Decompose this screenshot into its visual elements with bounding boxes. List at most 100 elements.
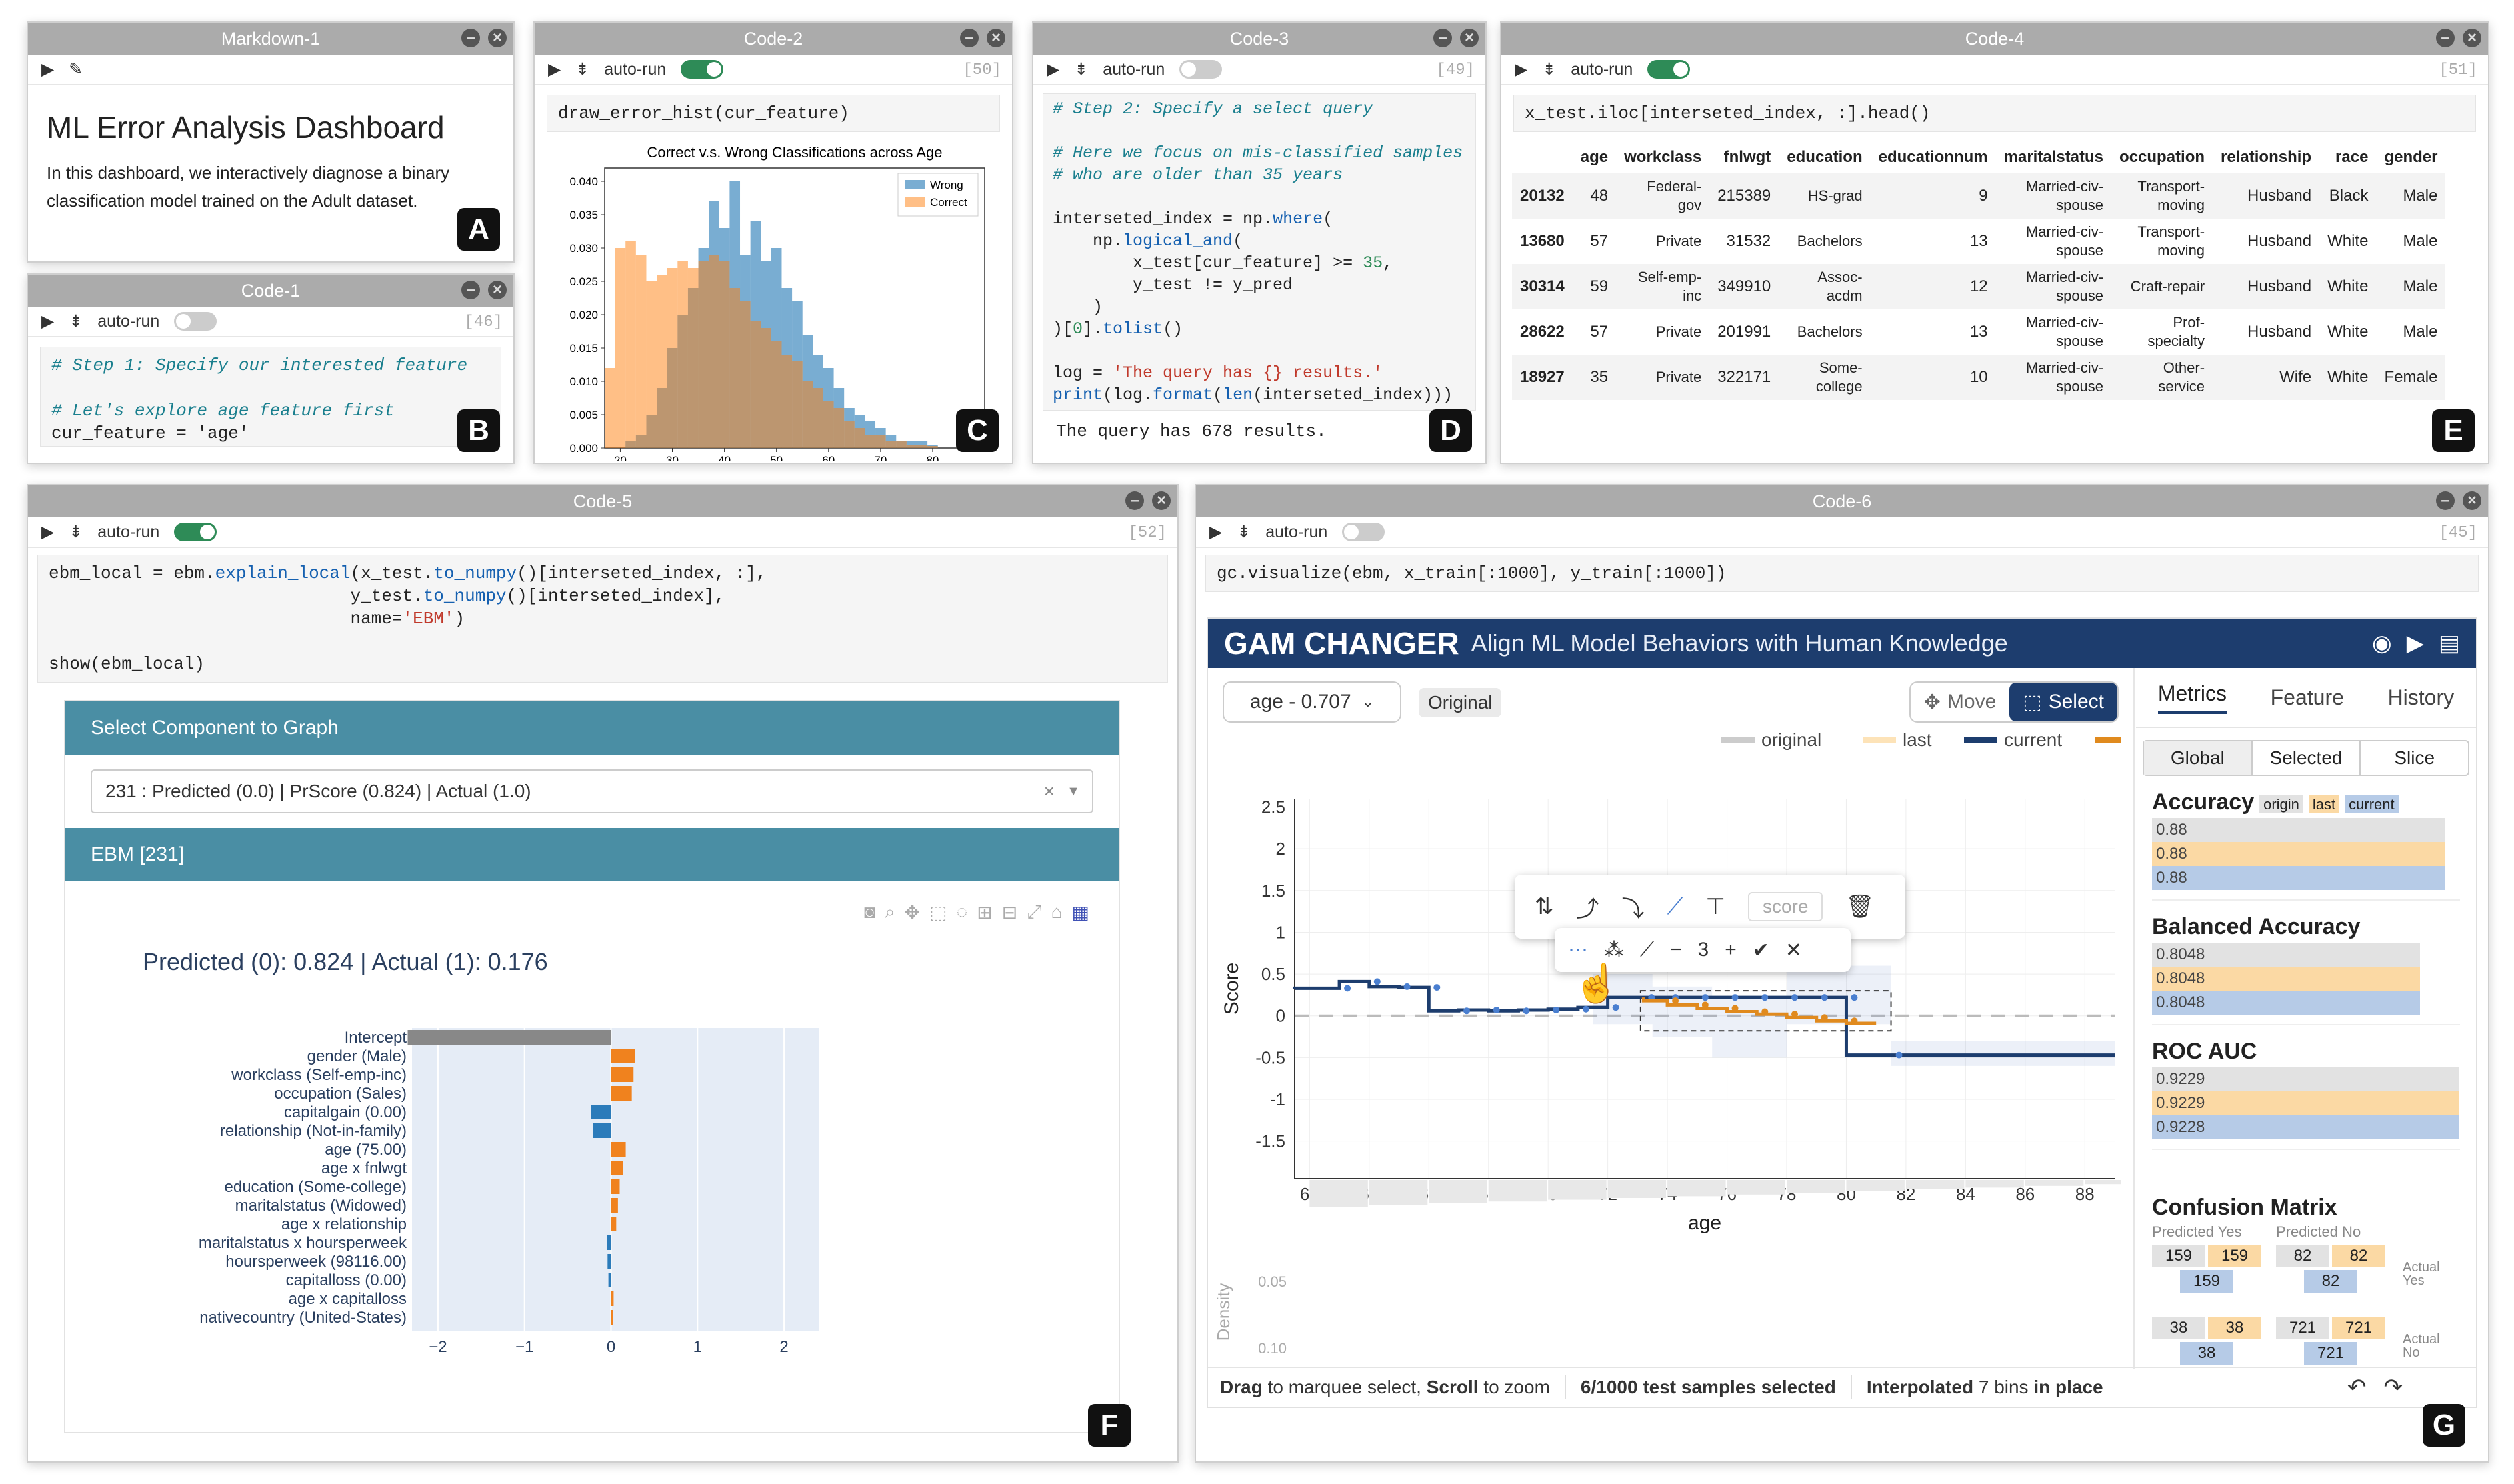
edit-icon[interactable]: ✎ [69,60,83,79]
x-tick-label: 88 [2075,1184,2095,1204]
density-bar [1488,1180,1547,1202]
cell-title-bar[interactable]: Code-5 – × [28,485,1177,517]
increasing-icon[interactable]: ⤴ [1576,896,1599,922]
chevron-down-icon[interactable]: ▼ [1067,784,1080,799]
autorun-toggle[interactable] [1179,60,1223,79]
close-icon[interactable]: × [1460,29,1479,47]
close-icon[interactable]: × [2463,491,2481,510]
youtube-icon[interactable]: ▶ [2406,631,2424,656]
merge-icon[interactable]: ⊤ [1705,894,1725,919]
pdf-icon[interactable]: ▤ [2438,631,2460,656]
autorun-icon: ⇟ [1542,60,1557,79]
minimize-icon[interactable]: – [1125,491,1144,510]
move-button[interactable]: ✥ Move [1911,683,2009,721]
score-input[interactable]: score [1747,892,1823,921]
camera-icon[interactable]: ◙ [864,901,875,922]
code-editor[interactable]: # Step 2: Specify a select query # Here … [1043,93,1476,411]
interp-bins-icon[interactable]: ⁂ [1604,939,1624,961]
minimize-icon[interactable]: – [2436,491,2455,510]
zoom-out-icon[interactable]: ⊟ [1001,902,1018,923]
align-icon[interactable]: ⇅ [1535,894,1554,919]
run-icon[interactable]: ▶ [41,60,55,79]
decrement-button[interactable]: − [1670,939,1682,961]
cell-title: Code-2 [743,28,803,49]
run-icon[interactable]: ▶ [41,312,55,331]
dropdown-value: 231 : Predicted (0.0) | PrScore (0.824) … [105,781,531,801]
cell-title-bar[interactable]: Markdown-1 – × [28,23,513,55]
zoom-icon[interactable]: ⌕ [885,901,895,922]
delete-icon[interactable]: 🗑 [1845,894,1875,919]
component-dropdown[interactable]: 231 : Predicted (0.0) | PrScore (0.824) … [91,769,1093,813]
run-icon[interactable]: ▶ [548,60,561,79]
code-editor[interactable]: draw_error_hist(cur_feature) [547,95,1000,132]
autorun-toggle[interactable] [681,60,724,79]
interpolate-icon[interactable]: ⟋ [1667,893,1683,919]
confirm-icon[interactable]: ✔ [1752,939,1769,961]
minimize-icon[interactable]: – [960,29,979,47]
close-icon[interactable]: × [488,29,507,47]
code-editor[interactable]: gc.visualize(ebm, x_train[:1000], y_trai… [1205,555,2479,592]
increment-button[interactable]: + [1725,939,1737,961]
box-select-icon[interactable]: ⬚ [929,902,947,923]
zoom-in-icon[interactable]: ⊞ [977,902,993,923]
autoscale-icon[interactable]: ⤢ [1027,901,1042,922]
interp-linear-icon[interactable]: ⋯ [1568,939,1588,961]
cm-cell: 721 [2332,1317,2385,1339]
regression-icon[interactable]: ⟋ [1640,939,1654,961]
y-tick-label: 0.005 [569,409,598,421]
minimize-icon[interactable]: – [461,281,480,299]
tab-feature[interactable]: Feature [2270,685,2344,709]
autorun-toggle[interactable] [174,523,217,541]
lasso-icon[interactable]: ◌ [956,901,968,922]
autorun-toggle[interactable] [174,312,217,331]
scope-global[interactable]: Global [2144,741,2251,775]
cell-title-bar[interactable]: Code-1 – × [28,275,513,307]
run-icon[interactable]: ▶ [41,523,55,541]
cell-title-bar[interactable]: Code-3 – × [1033,23,1485,55]
legend-label: original [1761,729,1821,750]
home-icon[interactable]: ⌂ [1051,901,1063,922]
explanation-bar [593,1123,611,1138]
cm-cell: 38 [2152,1317,2205,1339]
close-icon[interactable]: × [2463,29,2481,47]
close-icon[interactable]: × [488,281,507,299]
code-editor[interactable]: ebm_local = ebm.explain_local(x_test.to_… [37,555,1168,683]
code-editor[interactable]: # Step 1: Specify our interested feature… [40,347,501,447]
run-icon[interactable]: ▶ [1515,60,1528,79]
cell-title-bar[interactable]: Code-2 – × [535,23,1012,55]
histogram-bar [677,261,688,448]
clear-icon[interactable]: × [1043,781,1055,801]
table-row: 20132 48 Federal-gov 215389 HS-grad 9 Married-… [1512,173,2446,219]
autorun-toggle[interactable] [1647,60,1691,79]
plotly-logo-icon[interactable]: ▦ [1071,902,1089,923]
cancel-icon[interactable]: ✕ [1785,939,1803,961]
minimize-icon[interactable]: – [1433,29,1452,47]
code-editor[interactable]: x_test.iloc[interseted_index, :].head() [1513,95,2476,132]
cell-title-bar[interactable]: Code-6 – × [1196,485,2488,517]
feature-select[interactable]: age - 0.707 ⌄ [1223,681,1401,723]
tab-history[interactable]: History [2387,685,2455,709]
select-button[interactable]: ⬚ Select [2009,683,2117,721]
run-icon[interactable]: ▶ [1047,60,1060,79]
shape-function-chart[interactable]: originallastcurrentediting62646668707274… [1208,725,2121,1365]
decreasing-icon[interactable]: ⤵ [1621,896,1645,922]
cell-title-bar[interactable]: Code-4 – × [1501,23,2488,55]
close-icon[interactable]: × [987,29,1005,47]
autorun-icon: ⇟ [69,312,83,331]
minimize-icon[interactable]: – [461,29,480,47]
redo-icon[interactable]: ↷ [2383,1375,2403,1400]
scope-slice[interactable]: Slice [2359,741,2468,775]
tab-metrics[interactable]: Metrics [2157,681,2227,714]
github-icon[interactable]: ◉ [2372,631,2392,656]
run-icon[interactable]: ▶ [1209,523,1223,541]
legend-swatch [905,197,925,207]
histogram-bar [709,255,719,448]
close-icon[interactable]: × [1152,491,1171,510]
pan-icon[interactable]: ✥ [904,902,921,923]
autorun-toggle[interactable] [1342,523,1385,541]
scope-selected[interactable]: Selected [2251,741,2360,775]
minimize-icon[interactable]: – [2436,29,2455,47]
undo-icon[interactable]: ↶ [2347,1375,2367,1400]
cm-predicted-no: Predicted No [2276,1223,2361,1240]
original-badge[interactable]: Original [1419,688,1502,717]
